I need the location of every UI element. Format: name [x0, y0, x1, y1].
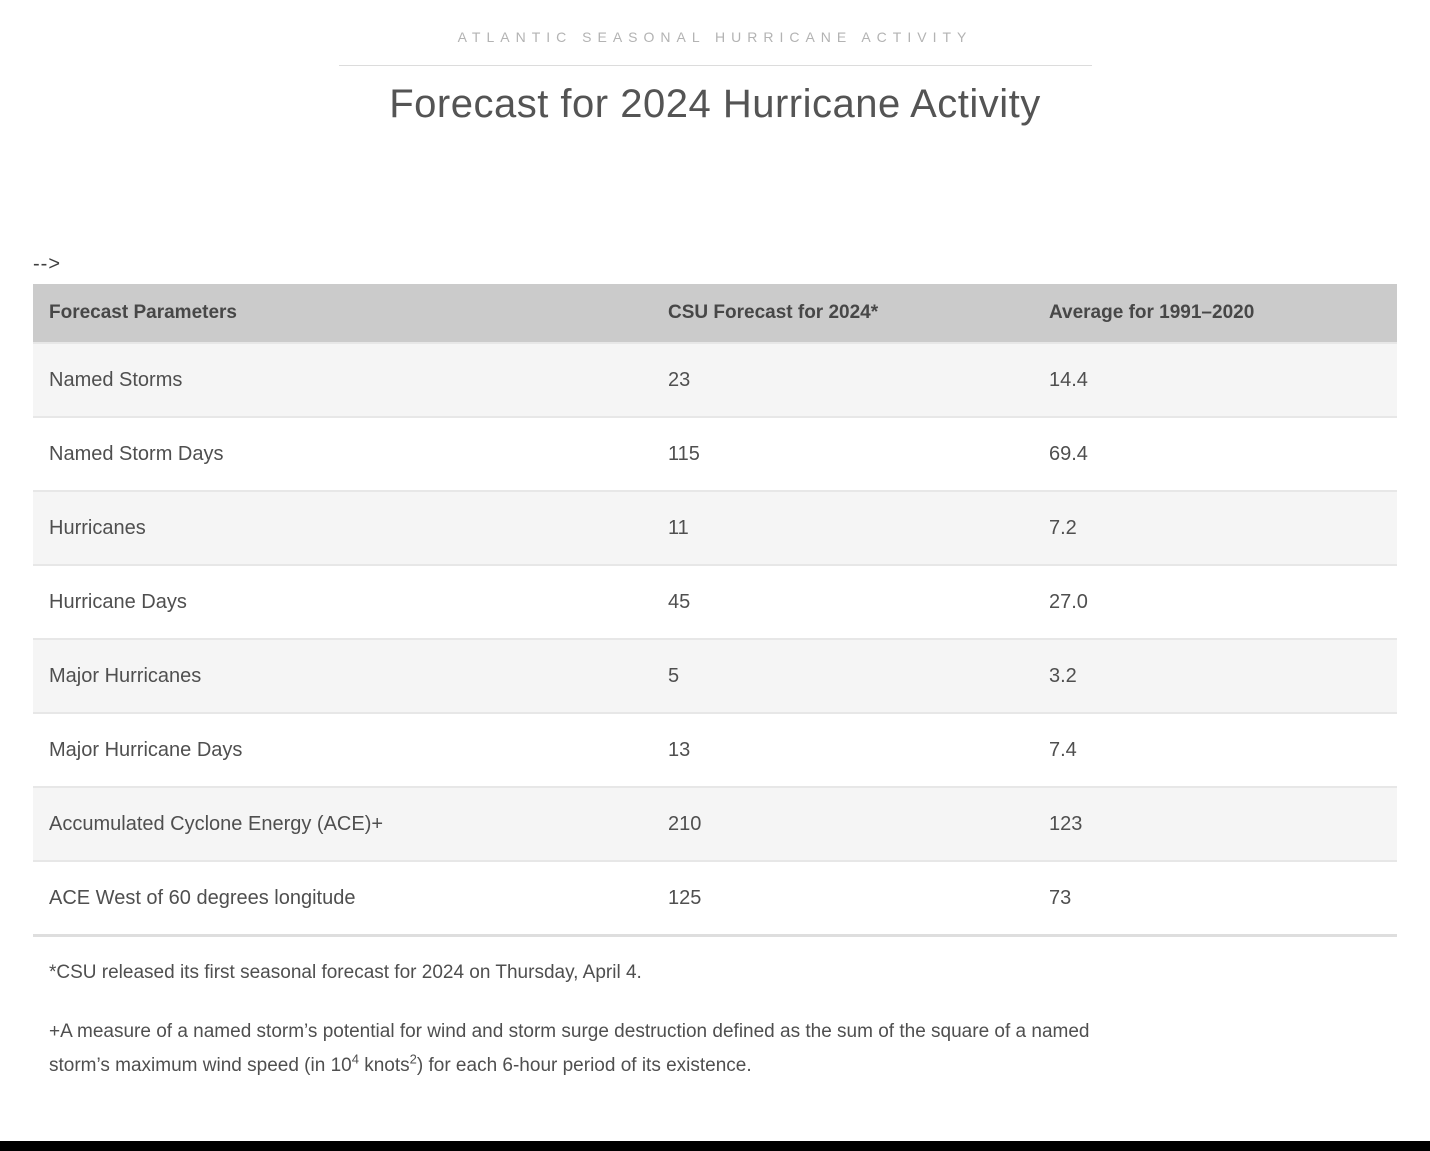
average-value-cell: 7.4 — [1049, 738, 1077, 761]
parameter-cell: ACE West of 60 degrees longitude — [49, 886, 356, 909]
table-row: Major Hurricanes 5 3.2 — [33, 639, 1397, 713]
footnote-ace-text: knots — [358, 1055, 410, 1076]
html-comment-artifact: --> — [33, 253, 61, 275]
table-row: Major Hurricane Days 13 7.4 — [33, 713, 1397, 787]
forecast-value-cell: 13 — [668, 738, 691, 761]
table-row: Named Storms 23 14.4 — [33, 343, 1397, 417]
table-row: Accumulated Cyclone Energy (ACE)+ 210 12… — [33, 787, 1397, 861]
parameter-cell: Hurricane Days — [49, 590, 187, 613]
parameter-cell: Hurricanes — [49, 516, 146, 539]
parameter-cell: Major Hurricane Days — [49, 738, 243, 761]
forecast-value-cell: 125 — [668, 886, 702, 909]
footnote-ace-text: +A measure of a named storm’s potential … — [49, 1021, 1090, 1076]
footnote-csu: *CSU released its first seasonal forecas… — [49, 962, 642, 983]
parameter-cell: Major Hurricanes — [49, 664, 202, 687]
table-header-row: Forecast Parameters CSU Forecast for 202… — [33, 284, 1397, 343]
parameter-cell: Named Storm Days — [49, 442, 224, 465]
table-row: ACE West of 60 degrees longitude 125 73 — [33, 861, 1397, 936]
column-header-average: Average for 1991–2020 — [1033, 284, 1397, 343]
page-kicker: ATLANTIC SEASONAL HURRICANE ACTIVITY — [457, 29, 973, 45]
superscript-4: 4 — [351, 1051, 359, 1067]
average-value-cell: 7.2 — [1049, 516, 1077, 539]
parameter-cell: Named Storms — [49, 368, 183, 391]
parameter-cell: Accumulated Cyclone Energy (ACE)+ — [49, 812, 384, 835]
footnote-ace-text: ) for each 6-hour period of its existenc… — [416, 1055, 752, 1076]
average-value-cell: 3.2 — [1049, 664, 1077, 687]
average-value-cell: 123 — [1049, 812, 1083, 835]
average-value-cell: 27.0 — [1049, 590, 1088, 613]
forecast-value-cell: 210 — [668, 812, 702, 835]
page-title: Forecast for 2024 Hurricane Activity — [389, 82, 1041, 126]
average-value-cell: 69.4 — [1049, 442, 1088, 465]
footnote-ace: +A measure of a named storm’s potential … — [33, 1015, 1109, 1083]
forecast-value-cell: 23 — [668, 368, 691, 391]
table-row: Hurricane Days 45 27.0 — [33, 565, 1397, 639]
forecast-table: Forecast Parameters CSU Forecast for 202… — [33, 284, 1397, 937]
forecast-value-cell: 45 — [668, 590, 691, 613]
table-row: Hurricanes 11 7.2 — [33, 491, 1397, 565]
bottom-black-bar — [0, 1141, 1430, 1151]
forecast-value-cell: 11 — [668, 516, 689, 539]
page-content: ATLANTIC SEASONAL HURRICANE ACTIVITY For… — [0, 27, 1430, 1083]
forecast-value-cell: 5 — [668, 664, 680, 687]
column-header-parameters: Forecast Parameters — [33, 284, 652, 343]
average-value-cell: 14.4 — [1049, 368, 1088, 391]
table-row: Named Storm Days 115 69.4 — [33, 417, 1397, 491]
average-value-cell: 73 — [1049, 886, 1072, 909]
column-header-forecast: CSU Forecast for 2024* — [652, 284, 1033, 343]
superscript-2: 2 — [409, 1051, 417, 1067]
section-divider — [338, 65, 1092, 66]
forecast-value-cell: 115 — [668, 442, 700, 465]
